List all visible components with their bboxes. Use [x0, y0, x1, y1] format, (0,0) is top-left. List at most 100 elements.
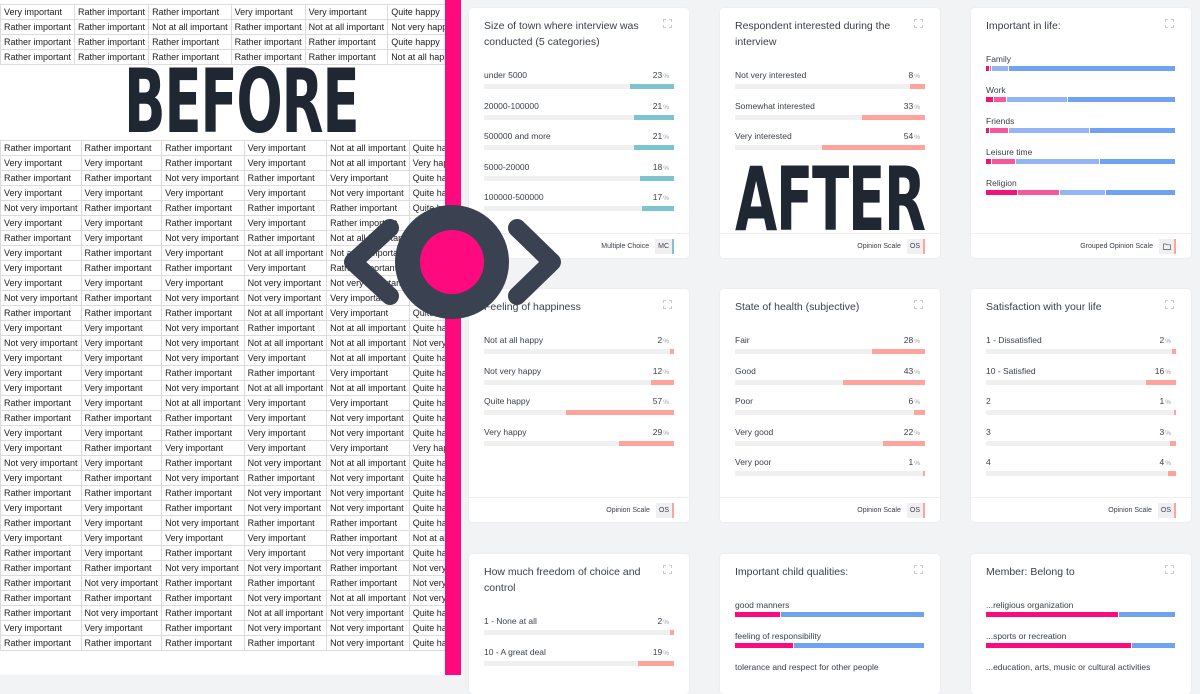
table-cell[interactable]: Very important	[161, 275, 245, 291]
table-cell[interactable]: Rather important	[0, 590, 82, 606]
table-cell[interactable]: Very important	[80, 380, 163, 396]
expand-icon[interactable]	[663, 300, 672, 309]
expand-icon[interactable]	[1165, 565, 1174, 574]
table-cell[interactable]: Very important	[80, 185, 163, 201]
table-cell[interactable]: Rather important	[243, 470, 328, 486]
table-cell[interactable]: Rather important	[243, 200, 328, 216]
table-cell[interactable]: Very important	[243, 530, 328, 546]
table-cell[interactable]: Rather important	[161, 425, 245, 441]
table-cell[interactable]: Rather important	[161, 200, 245, 216]
table-cell[interactable]: Not at all important	[243, 380, 328, 396]
table-cell[interactable]: Very important	[80, 275, 163, 291]
table-cell[interactable]: Very important	[0, 470, 82, 486]
table-cell[interactable]: Very important	[243, 425, 328, 441]
table-cell[interactable]: Not at all important	[243, 245, 328, 261]
table-cell[interactable]: Not very important	[326, 635, 410, 651]
question-card[interactable]: State of health (subjective) Fair 28% Go…	[720, 289, 940, 522]
table-cell[interactable]: Very important	[0, 260, 82, 276]
table-cell[interactable]: Rather important	[243, 635, 328, 651]
table-cell[interactable]: Not very important	[161, 560, 245, 576]
table-cell[interactable]: Not at all important	[243, 605, 328, 621]
table-cell[interactable]: Not at all important	[243, 305, 328, 321]
table-cell[interactable]: Rather important	[0, 575, 82, 591]
table-cell[interactable]: Rather important	[304, 34, 389, 50]
table-cell[interactable]: Not very important	[326, 620, 410, 636]
table-cell[interactable]: Not very important	[326, 410, 410, 426]
table-cell[interactable]: Very important	[304, 4, 389, 20]
table-cell[interactable]: Very important	[0, 440, 82, 456]
table-cell[interactable]: Rather important	[326, 530, 410, 546]
table-cell[interactable]: Rather important	[80, 245, 163, 261]
table-cell[interactable]: Rather important	[161, 410, 245, 426]
table-cell[interactable]: Not at all happy	[387, 49, 445, 65]
table-cell[interactable]: Not very important	[161, 335, 245, 351]
question-card[interactable]: Size of town where interview was conduct…	[469, 8, 689, 258]
table-cell[interactable]: Rather important	[74, 34, 150, 50]
table-cell[interactable]: Quite happy	[408, 515, 445, 531]
table-cell[interactable]: Not at all important	[148, 19, 232, 35]
table-cell[interactable]: Rather important	[80, 290, 163, 306]
table-cell[interactable]: Very important	[80, 455, 163, 471]
table-cell[interactable]: Rather important	[80, 440, 163, 456]
table-cell[interactable]: Not at all important	[326, 590, 410, 606]
table-cell[interactable]: Not very important	[161, 350, 245, 366]
table-cell[interactable]: Rather important	[0, 605, 82, 621]
table-cell[interactable]: Rather important	[243, 320, 328, 336]
table-cell[interactable]: Not very happy	[408, 560, 445, 576]
table-cell[interactable]: Very important	[243, 215, 328, 231]
table-cell[interactable]: Not very important	[161, 290, 245, 306]
table-cell[interactable]: Rather important	[161, 575, 245, 591]
table-cell[interactable]: Very important	[80, 215, 163, 231]
question-card[interactable]: Satisfaction with your life 1 - Dissatis…	[971, 289, 1191, 522]
table-cell[interactable]: Very important	[80, 350, 163, 366]
table-cell[interactable]: Rather important	[80, 485, 163, 501]
table-cell[interactable]: Not very important	[0, 335, 82, 351]
table-cell[interactable]: Quite happy	[408, 170, 445, 186]
table-cell[interactable]: Not at all important	[326, 155, 410, 171]
table-cell[interactable]: Not very important	[0, 455, 82, 471]
table-cell[interactable]: Not very important	[243, 485, 328, 501]
table-cell[interactable]: Very important	[0, 530, 82, 546]
table-cell[interactable]: Not very important	[243, 290, 328, 306]
table-cell[interactable]: Rather important	[161, 590, 245, 606]
table-cell[interactable]: Rather important	[161, 260, 245, 276]
table-cell[interactable]: Not at all important	[326, 380, 410, 396]
table-cell[interactable]: Very important	[243, 410, 328, 426]
table-cell[interactable]: Rather important	[326, 560, 410, 576]
table-cell[interactable]: Not at all important	[304, 19, 389, 35]
table-cell[interactable]: Not very important	[80, 575, 163, 591]
table-cell[interactable]: Very important	[0, 500, 82, 516]
table-cell[interactable]: Not at all important	[326, 455, 410, 471]
table-cell[interactable]: Rather important	[0, 49, 76, 65]
table-cell[interactable]: Rather important	[0, 170, 82, 186]
table-cell[interactable]: Not very important	[326, 485, 410, 501]
table-cell[interactable]: Rather important	[80, 470, 163, 486]
table-cell[interactable]: Very important	[161, 185, 245, 201]
table-cell[interactable]: Rather important	[80, 260, 163, 276]
table-cell[interactable]: Very important	[326, 440, 410, 456]
table-cell[interactable]: Very important	[243, 185, 328, 201]
table-cell[interactable]: Very important	[0, 4, 76, 20]
table-cell[interactable]: Rather important	[161, 305, 245, 321]
table-cell[interactable]: Not very important	[161, 380, 245, 396]
table-cell[interactable]: Not at all happy	[408, 530, 445, 546]
table-cell[interactable]: Rather important	[304, 49, 389, 65]
table-cell[interactable]: Rather important	[80, 170, 163, 186]
table-cell[interactable]: Not very happy	[408, 590, 445, 606]
table-cell[interactable]: Quite happy	[408, 455, 445, 471]
table-cell[interactable]: Not very important	[243, 590, 328, 606]
question-card[interactable]: Feeling of happiness Not at all happy 2%…	[469, 289, 689, 522]
question-card[interactable]: Important child qualities: good manners …	[720, 554, 940, 694]
table-cell[interactable]: Quite happy	[408, 545, 445, 561]
table-cell[interactable]: Quite happy	[408, 410, 445, 426]
table-cell[interactable]: Rather important	[243, 365, 328, 381]
table-cell[interactable]: Quite happy	[408, 425, 445, 441]
table-cell[interactable]: Quite happy	[408, 350, 445, 366]
table-cell[interactable]: Rather important	[74, 19, 150, 35]
table-cell[interactable]: Rather important	[161, 215, 245, 231]
table-cell[interactable]: Quite happy	[387, 34, 445, 50]
table-cell[interactable]: Quite happy	[408, 605, 445, 621]
table-cell[interactable]: Very important	[80, 365, 163, 381]
table-cell[interactable]: Quite happy	[408, 140, 445, 156]
table-cell[interactable]: Rather important	[0, 410, 82, 426]
